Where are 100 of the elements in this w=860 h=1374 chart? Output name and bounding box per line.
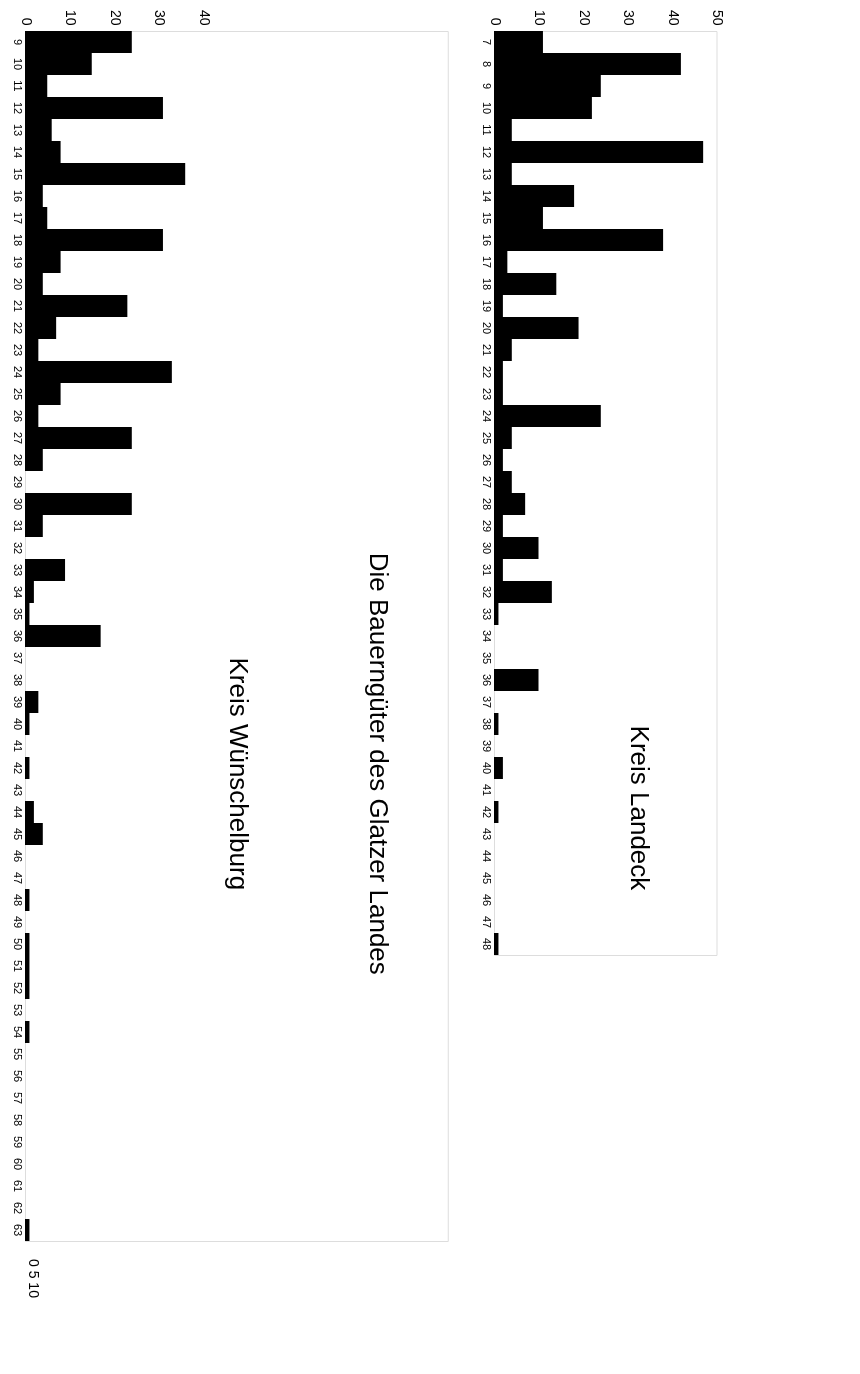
y-tick-label: 26 [11,409,24,423]
y-tick-label: 59 [11,1135,24,1149]
y-tick-label: 10 [11,57,24,71]
y-tick-label: 28 [480,497,493,511]
y-tick-label: 17 [480,255,493,269]
y-tick-label: 19 [480,299,493,313]
y-tick-label: 47 [480,915,493,929]
y-tick-label: 30 [11,497,24,511]
y-tick-label: 25 [11,387,24,401]
y-tick-label: 9 [11,38,24,46]
y-tick-label: 47 [11,871,24,885]
bar [25,757,30,779]
y-tick-label: 11 [11,80,24,92]
y-tick-label: 29 [11,475,24,489]
y-tick-label: 35 [11,607,24,621]
x-tick-label: 20 [107,9,124,26]
y-tick-label: 42 [11,761,24,775]
x-tick-label: 30 [152,9,168,26]
bar [494,933,499,955]
y-tick-label: 57 [11,1091,24,1105]
bar [494,801,499,823]
y-tick-label: 34 [480,629,493,643]
y-tick-label: 63 [11,1223,24,1237]
y-tick-label: 33 [11,563,24,577]
y-tick-label: 43 [480,827,493,841]
y-tick-label: 50 [11,937,24,951]
y-tick-label: 13 [11,123,24,137]
y-tick-label: 9 [480,82,493,90]
y-tick-label: 55 [11,1047,24,1061]
bar [25,1219,30,1241]
y-tick-label: 21 [480,343,493,357]
x-tick-label: 20 [576,9,593,26]
y-tick-label: 37 [480,695,493,709]
y-tick-label: 12 [11,101,24,115]
y-tick-label: 18 [480,277,493,291]
y-tick-label: 30 [480,541,493,555]
y-tick-label: 31 [11,519,24,533]
x-tick-label: 10 [532,9,548,26]
y-tick-label: 51 [11,959,24,973]
x-tick-label: 10 [63,9,79,26]
y-tick-label: 12 [480,145,493,159]
y-tick-label: 29 [480,519,493,533]
y-tick-label: 16 [480,233,493,247]
y-tick-label: 27 [480,475,493,489]
y-tick-label: 40 [11,717,24,731]
y-tick-label: 17 [11,211,24,225]
y-tick-label: 32 [480,585,493,599]
y-tick-label: 48 [11,893,24,907]
y-tick-label: 28 [11,453,24,467]
y-tick-label: 62 [11,1201,24,1215]
text: Kreis Landeck [624,725,655,892]
y-tick-label: 19 [11,255,24,269]
y-tick-label: 18 [11,233,24,247]
y-tick-label: 35 [480,651,493,665]
y-tick-label: 7 [480,38,493,46]
x-tick-label: 40 [196,9,213,26]
text: 0 5 10 [26,1259,42,1299]
y-tick-label: 21 [11,299,24,313]
y-tick-label: 27 [11,431,24,445]
y-tick-label: 23 [480,387,493,401]
x-tick-label: 0 [487,17,504,26]
y-tick-label: 22 [11,321,24,335]
y-tick-label: 10 [480,101,493,115]
y-tick-label: 13 [480,167,493,181]
y-tick-label: 8 [480,60,493,68]
bar [494,757,503,779]
y-tick-label: 41 [11,739,24,753]
y-tick-label: 54 [11,1025,24,1039]
y-tick-label: 45 [480,871,493,885]
y-tick-label: 20 [480,321,493,335]
y-tick-label: 38 [480,717,493,731]
y-tick-label: 14 [11,145,24,159]
y-tick-label: 46 [480,893,493,907]
y-tick-label: 26 [480,453,493,467]
text: Kreis Wünschelburg [223,657,254,891]
y-tick-label: 22 [480,365,493,379]
y-tick-label: 43 [11,783,24,797]
y-tick-label: 39 [11,695,24,709]
y-tick-label: 42 [480,805,493,819]
y-tick-label: 11 [480,124,493,136]
y-tick-label: 39 [480,739,493,753]
y-tick-label: 20 [11,277,24,291]
y-tick-label: 53 [11,1003,24,1017]
y-tick-label: 15 [480,211,493,225]
bar [25,889,30,911]
bar [494,713,499,735]
y-tick-label: 37 [11,651,24,665]
y-tick-label: 60 [11,1157,24,1171]
y-tick-label: 58 [11,1113,24,1127]
bar [494,669,539,691]
y-tick-label: 23 [11,343,24,357]
x-tick-label: 50 [710,9,726,26]
y-tick-label: 34 [11,585,24,599]
y-tick-label: 24 [480,409,493,423]
bar [25,1021,30,1043]
y-tick-label: 61 [11,1179,24,1193]
y-tick-label: 45 [11,827,24,841]
y-tick-label: 15 [11,167,24,181]
x-tick-label: 30 [621,9,637,26]
y-tick-label: 46 [11,849,24,863]
